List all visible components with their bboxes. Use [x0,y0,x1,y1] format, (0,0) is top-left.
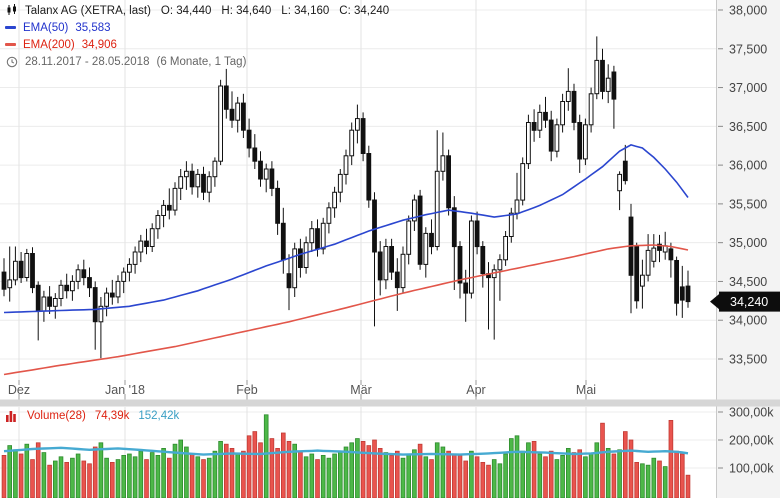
svg-text:34,500: 34,500 [729,275,767,289]
time-axis: Dez Jan '18 Feb Mär Apr Mai [8,380,596,400]
svg-text:34,000: 34,000 [729,314,767,328]
date-range: 28.11.2017 - 28.05.2018 [25,55,150,68]
volume-bars [1,414,691,498]
clock-icon [5,56,18,68]
svg-text:Mär: Mär [350,383,372,397]
volume-current: 74,39k [94,410,130,422]
ema200-swatch [5,43,16,46]
high-value: H: 34,640 [221,4,272,17]
svg-text:35,000: 35,000 [729,236,767,250]
low-value: L: 34,160 [281,4,330,17]
ema50-legend: EMA(50) 35,583 [5,19,389,36]
svg-text:34,240: 34,240 [730,295,768,309]
volume-legend: Volume(28) 74,39k 152,42k [5,410,179,422]
ema200-legend: EMA(200) 34,906 [5,36,389,53]
ema50-label: EMA(50) [23,21,69,34]
candles [1,36,691,359]
svg-text:Feb: Feb [236,383,258,397]
instrument-name: Talanx AG (XETRA, last) [25,4,151,17]
volume-average: 152,42k [138,410,180,422]
price-axis: 38,000 37,500 37,000 36,500 36,000 35,500 35,0… [718,4,767,367]
svg-text:33,500: 33,500 [729,353,767,367]
date-range-line: 28.11.2017 - 28.05.2018 (6 Monate, 1 Tag… [5,53,389,70]
interval-label: (6 Monate, 1 Tag) [156,55,247,68]
ema200-value: 34,906 [81,38,117,51]
last-price-tag: 34,240 [710,291,780,312]
ema50-line [3,144,689,314]
svg-text:37,000: 37,000 [729,81,767,95]
close-value: C: 34,240 [339,4,390,17]
svg-text:Jan '18: Jan '18 [105,383,145,397]
volume-bars-icon [5,410,18,422]
svg-text:Dez: Dez [8,383,30,397]
svg-text:100,00k: 100,00k [729,462,774,476]
ema200-label: EMA(200) [23,38,75,51]
volume-axis: 300,00k 200,00k 100,00k [718,406,774,476]
svg-text:Mai: Mai [576,383,596,397]
svg-text:38,000: 38,000 [729,4,767,18]
open-value: O: 34,440 [160,4,212,17]
svg-text:Apr: Apr [466,383,485,397]
candlestick-icon [5,4,18,17]
ema50-value: 35,583 [75,21,111,34]
ema200-line [3,244,689,376]
svg-text:36,000: 36,000 [729,159,767,173]
volume-ma-line [3,446,689,456]
ema50-swatch [5,26,16,29]
volume-label: Volume(28) [27,410,86,422]
svg-text:200,00k: 200,00k [729,434,774,448]
svg-text:300,00k: 300,00k [729,406,774,420]
svg-text:37,500: 37,500 [729,42,767,56]
chart-legend: Talanx AG (XETRA, last) O: 34,440 H: 34,… [5,2,389,70]
svg-text:36,500: 36,500 [729,120,767,134]
quote-line: Talanx AG (XETRA, last) O: 34,440 H: 34,… [5,2,389,19]
svg-text:35,500: 35,500 [729,197,767,211]
